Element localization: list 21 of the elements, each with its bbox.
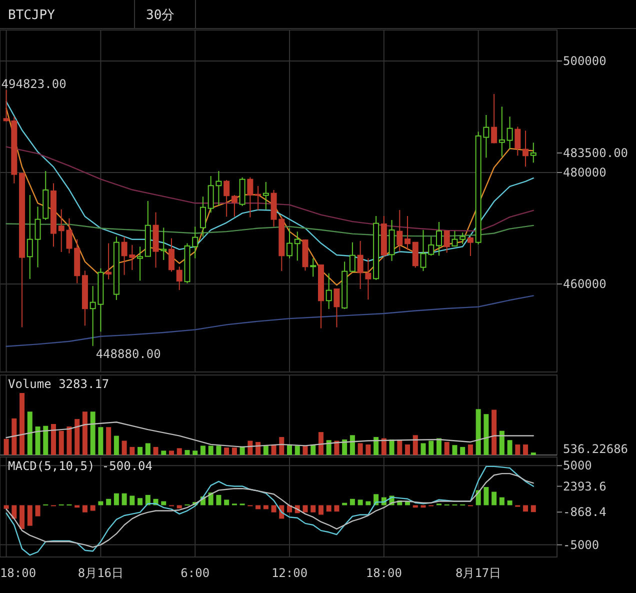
- y-tick-label: 5000: [563, 458, 592, 473]
- chart-title: MACD(5,10,5) -500.04: [8, 459, 152, 473]
- annotation: 494823.00: [1, 76, 66, 91]
- y-tick-label: 483500.00: [563, 146, 628, 160]
- y-tick-label: -868.4: [563, 505, 606, 520]
- y-tick-label: 2393.6: [563, 479, 606, 494]
- y-tick-label: 480000: [563, 165, 606, 180]
- x-tick-label: 18:00: [366, 566, 402, 580]
- y-tick-label: -5000: [563, 538, 600, 552]
- chart-title: Volume 3283.17: [8, 377, 110, 391]
- x-tick-label: 8月16日: [78, 566, 124, 580]
- y-tick-label: 460000: [563, 276, 606, 291]
- x-tick-label: 12:00: [271, 566, 308, 580]
- y-tick-label: 500000: [563, 54, 606, 68]
- x-tick-label: 8月17日: [455, 566, 502, 580]
- annotation: 448880.00: [96, 346, 161, 361]
- text: 536.22686: [563, 442, 628, 456]
- x-tick-label: 6:00: [180, 566, 210, 580]
- chart-title: BTCJPY: [8, 8, 56, 23]
- x-tick-label: 18:00: [0, 566, 36, 580]
- chart-subtitle: 30分: [146, 8, 175, 23]
